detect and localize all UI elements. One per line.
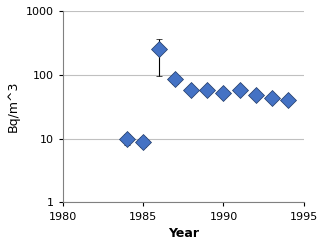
Y-axis label: Bq/m^3: Bq/m^3 bbox=[7, 81, 20, 132]
X-axis label: Year: Year bbox=[168, 227, 199, 240]
